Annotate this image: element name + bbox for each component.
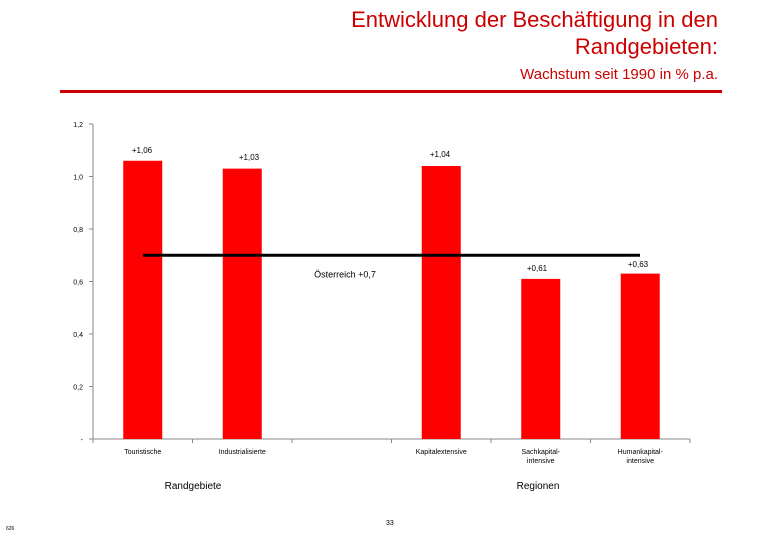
group-label: Regionen xyxy=(517,481,560,492)
bar xyxy=(521,278,561,439)
y-tick-label: 0,8 xyxy=(73,227,83,234)
group-label: Randgebiete xyxy=(165,481,222,492)
category-label: Kapitalextensive xyxy=(416,449,467,456)
title-divider xyxy=(60,90,722,93)
data-label: +0,61 xyxy=(527,264,548,273)
category-label: Humankapital- xyxy=(618,449,664,456)
reference-line-label: Österreich +0,7 xyxy=(314,269,376,279)
category-label: intensive xyxy=(626,458,654,465)
chart-title: Entwicklung der Beschäftigung in den Ran… xyxy=(351,6,718,60)
category-label: Industrialisierte xyxy=(219,449,266,456)
y-tick-label: 0,2 xyxy=(73,385,83,392)
data-label: +1,03 xyxy=(239,153,260,162)
bar xyxy=(123,160,163,439)
y-tick-label: 0,4 xyxy=(73,332,83,339)
y-tick-label: 1,2 xyxy=(73,122,83,129)
bar xyxy=(222,168,262,439)
category-label: Touristische xyxy=(124,449,161,456)
chart-subtitle: Wachstum seit 1990 in % p.a. xyxy=(520,66,718,83)
data-label: +1,06 xyxy=(132,146,153,155)
footer-code: 626 xyxy=(6,526,15,532)
data-label: +0,63 xyxy=(628,260,649,269)
y-tick-label: 0,6 xyxy=(73,280,83,287)
data-label: +1,04 xyxy=(430,150,451,159)
bar xyxy=(620,273,660,439)
category-label: Sachkapital- xyxy=(521,449,560,456)
page-number: 33 xyxy=(386,520,394,527)
title-line-2: Randgebieten: xyxy=(574,34,718,59)
title-line-1: Entwicklung der Beschäftigung in den xyxy=(351,7,718,32)
y-tick-label: - xyxy=(81,437,84,444)
bar xyxy=(421,166,461,439)
y-tick-label: 1,0 xyxy=(73,175,83,182)
category-label: intensive xyxy=(527,458,555,465)
